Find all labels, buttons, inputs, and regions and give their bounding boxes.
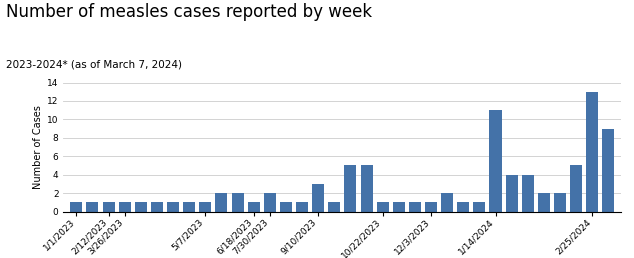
Bar — [119, 202, 131, 212]
Bar — [474, 202, 486, 212]
Y-axis label: Number of Cases: Number of Cases — [33, 105, 43, 189]
Bar — [280, 202, 292, 212]
Bar — [231, 193, 243, 212]
Bar — [361, 165, 373, 212]
Bar — [538, 193, 550, 212]
Bar — [554, 193, 566, 212]
Text: 2023-2024* (as of March 7, 2024): 2023-2024* (as of March 7, 2024) — [6, 59, 183, 69]
Bar — [344, 165, 356, 212]
Bar — [522, 175, 534, 212]
Bar — [86, 202, 98, 212]
Bar — [70, 202, 82, 212]
Bar — [392, 202, 405, 212]
Bar — [506, 175, 518, 212]
Bar — [570, 165, 582, 212]
Bar — [425, 202, 437, 212]
Bar — [103, 202, 115, 212]
Bar — [199, 202, 211, 212]
Bar — [312, 184, 324, 212]
Text: Number of measles cases reported by week: Number of measles cases reported by week — [6, 3, 372, 21]
Bar — [441, 193, 453, 212]
Bar — [183, 202, 195, 212]
Bar — [135, 202, 147, 212]
Bar — [264, 193, 276, 212]
Bar — [489, 110, 501, 212]
Bar — [248, 202, 260, 212]
Bar — [296, 202, 308, 212]
Bar — [328, 202, 340, 212]
Bar — [602, 129, 614, 212]
Bar — [377, 202, 389, 212]
Bar — [409, 202, 421, 212]
Bar — [151, 202, 163, 212]
Bar — [216, 193, 228, 212]
Bar — [167, 202, 179, 212]
Bar — [586, 92, 598, 212]
Bar — [457, 202, 469, 212]
